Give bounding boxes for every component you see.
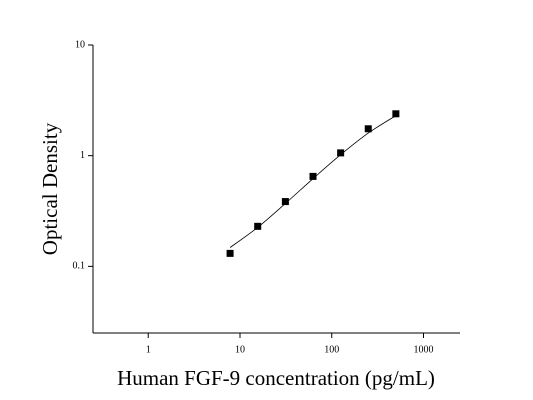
data-point — [226, 249, 234, 257]
x-tick-label: 100 — [324, 344, 339, 355]
x-tick-label: 1000 — [413, 344, 433, 355]
data-point — [337, 149, 345, 157]
data-point — [254, 222, 262, 230]
data-point — [281, 198, 289, 206]
x-tick-label: 10 — [235, 344, 245, 355]
data-point — [309, 172, 317, 180]
data-point — [364, 125, 372, 133]
y-axis-title: Optical Density — [38, 122, 62, 255]
y-tick-label: 0.1 — [73, 261, 86, 272]
y-tick-label: 1 — [80, 150, 85, 161]
y-tick-label: 10 — [75, 39, 85, 50]
x-axis-title: Human FGF-9 concentration (pg/mL) — [117, 366, 435, 390]
x-tick-label: 1 — [146, 344, 151, 355]
data-point — [392, 110, 400, 118]
